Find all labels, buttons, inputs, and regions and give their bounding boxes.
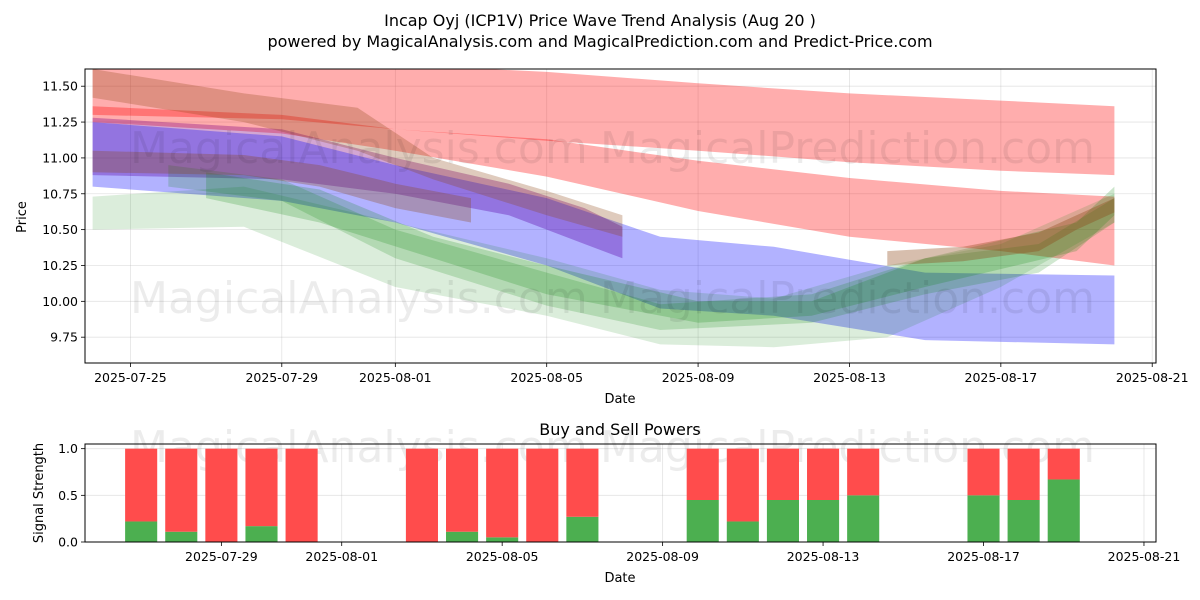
sell-bar bbox=[125, 448, 158, 522]
wave-band-green bbox=[168, 165, 1115, 330]
signal-x-tick-label: 2025-08-05 bbox=[466, 549, 539, 564]
signal-panel: Buy and Sell Powers MagicalAnalysis.com … bbox=[32, 420, 1180, 586]
buy-bar bbox=[1047, 479, 1080, 542]
sell-bar bbox=[686, 448, 719, 500]
price-x-tick-label: 2025-07-25 bbox=[94, 370, 167, 385]
wave-band-red bbox=[92, 106, 1115, 266]
sell-bar bbox=[1047, 448, 1080, 480]
signal-x-tick-label: 2025-07-29 bbox=[185, 549, 258, 564]
wave-band-blue bbox=[92, 122, 1115, 345]
signal-y-label: Signal Strength bbox=[32, 443, 47, 543]
wave-band-purple bbox=[92, 117, 623, 259]
sell-bar bbox=[526, 448, 559, 542]
price-y-tick-label: 10.50 bbox=[42, 222, 78, 237]
wave-band-brown bbox=[92, 69, 623, 237]
signal-x-ticks: 2025-07-29 2025-08-01 2025-08-05 2025-08-09… bbox=[185, 542, 1180, 564]
buy-bar bbox=[446, 531, 479, 542]
chart-subtitle: powered by MagicalAnalysis.com and Magic… bbox=[267, 32, 932, 51]
wave-band-red bbox=[92, 69, 1115, 176]
price-watermarks: MagicalAnalysis.com MagicalPrediction.co… bbox=[130, 123, 1095, 324]
price-plot-frame bbox=[84, 68, 1157, 364]
buy-bar bbox=[125, 521, 158, 542]
buy-bar bbox=[566, 516, 599, 542]
sell-bar bbox=[165, 448, 198, 532]
wave-band-green bbox=[206, 172, 1115, 323]
sell-bar bbox=[726, 448, 759, 522]
buy-bar bbox=[766, 500, 799, 542]
signal-x-label: Date bbox=[604, 571, 635, 586]
price-y-tick-label: 11.00 bbox=[42, 150, 78, 165]
price-y-ticks: 9.75 10.00 10.25 10.50 10.75 11.00 11.25 11.50 bbox=[42, 79, 85, 345]
signal-panel-title: Buy and Sell Powers bbox=[539, 420, 701, 439]
sell-bar bbox=[405, 448, 438, 542]
signal-x-tick-label: 2025-08-21 bbox=[1108, 549, 1181, 564]
signal-y-tick-label: 1.0 bbox=[58, 441, 78, 456]
buy-bar bbox=[1007, 500, 1040, 542]
price-grid bbox=[85, 69, 1156, 363]
sell-bar bbox=[285, 448, 318, 542]
buy-bar bbox=[726, 521, 759, 542]
buy-bar bbox=[847, 495, 880, 542]
price-x-label: Date bbox=[604, 392, 635, 407]
price-y-tick-label: 9.75 bbox=[50, 330, 78, 345]
sell-bar bbox=[205, 448, 238, 542]
sell-bar bbox=[847, 448, 880, 496]
buy-bar bbox=[245, 526, 278, 542]
price-x-tick-label: 2025-08-17 bbox=[965, 370, 1038, 385]
price-panel: MagicalAnalysis.com MagicalPrediction.co… bbox=[15, 68, 1189, 407]
buy-bar bbox=[967, 495, 1000, 542]
sell-bar bbox=[1007, 448, 1040, 500]
watermark-analysis: MagicalAnalysis.com bbox=[130, 123, 588, 174]
signal-x-tick-label: 2025-08-17 bbox=[947, 549, 1020, 564]
wave-band-brown bbox=[92, 150, 471, 223]
watermark-prediction: MagicalPrediction.com bbox=[600, 123, 1095, 174]
signal-y-ticks: 0.0 0.5 1.0 bbox=[58, 441, 85, 550]
watermark-analysis-2: MagicalAnalysis.com bbox=[130, 273, 588, 324]
sell-bar bbox=[486, 448, 519, 538]
price-y-label: Price bbox=[15, 201, 30, 233]
sell-bar bbox=[967, 448, 1000, 496]
price-y-tick-label: 10.00 bbox=[42, 294, 78, 309]
chart-title: Incap Oyj (ICP1V) Price Wave Trend Analy… bbox=[384, 11, 816, 30]
price-y-tick-label: 10.75 bbox=[42, 186, 78, 201]
buy-bar bbox=[686, 500, 719, 542]
wave-band-brown bbox=[887, 198, 1115, 266]
price-y-tick-label: 11.50 bbox=[42, 79, 78, 94]
signal-bars bbox=[125, 448, 1080, 542]
sell-bar bbox=[245, 448, 278, 527]
watermark-prediction-2: MagicalPrediction.com bbox=[600, 273, 1095, 324]
wave-band-green bbox=[92, 186, 1115, 348]
signal-x-tick-label: 2025-08-09 bbox=[626, 549, 699, 564]
price-bands bbox=[92, 69, 1115, 348]
signal-y-tick-label: 0.0 bbox=[58, 535, 78, 550]
price-x-tick-label: 2025-08-21 bbox=[1116, 370, 1189, 385]
price-x-tick-label: 2025-08-13 bbox=[813, 370, 886, 385]
signal-x-tick-label: 2025-08-01 bbox=[305, 549, 378, 564]
signal-y-tick-label: 0.5 bbox=[58, 488, 78, 503]
price-y-tick-label: 11.25 bbox=[42, 115, 78, 130]
sell-bar bbox=[807, 448, 840, 500]
price-x-tick-label: 2025-08-05 bbox=[510, 370, 583, 385]
price-x-ticks: 2025-07-25 2025-07-29 2025-08-01 2025-08-05… bbox=[94, 363, 1189, 385]
buy-bar bbox=[486, 537, 519, 542]
price-x-tick-label: 2025-08-09 bbox=[662, 370, 735, 385]
sell-bar bbox=[566, 448, 599, 517]
sell-bar bbox=[766, 448, 799, 500]
signal-plot-frame bbox=[84, 443, 1157, 543]
signal-x-tick-label: 2025-08-13 bbox=[787, 549, 860, 564]
price-x-tick-label: 2025-07-29 bbox=[245, 370, 318, 385]
sell-bar bbox=[446, 448, 479, 532]
buy-bar bbox=[165, 531, 198, 542]
price-x-tick-label: 2025-08-01 bbox=[359, 370, 432, 385]
price-y-tick-label: 10.25 bbox=[42, 258, 78, 273]
buy-bar bbox=[807, 500, 840, 542]
watermark-analysis-3: MagicalAnalysis.com bbox=[130, 422, 588, 473]
